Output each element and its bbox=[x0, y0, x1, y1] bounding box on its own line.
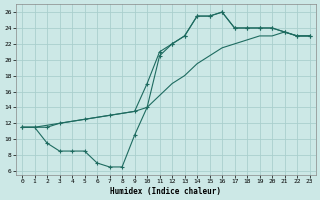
X-axis label: Humidex (Indice chaleur): Humidex (Indice chaleur) bbox=[110, 187, 221, 196]
